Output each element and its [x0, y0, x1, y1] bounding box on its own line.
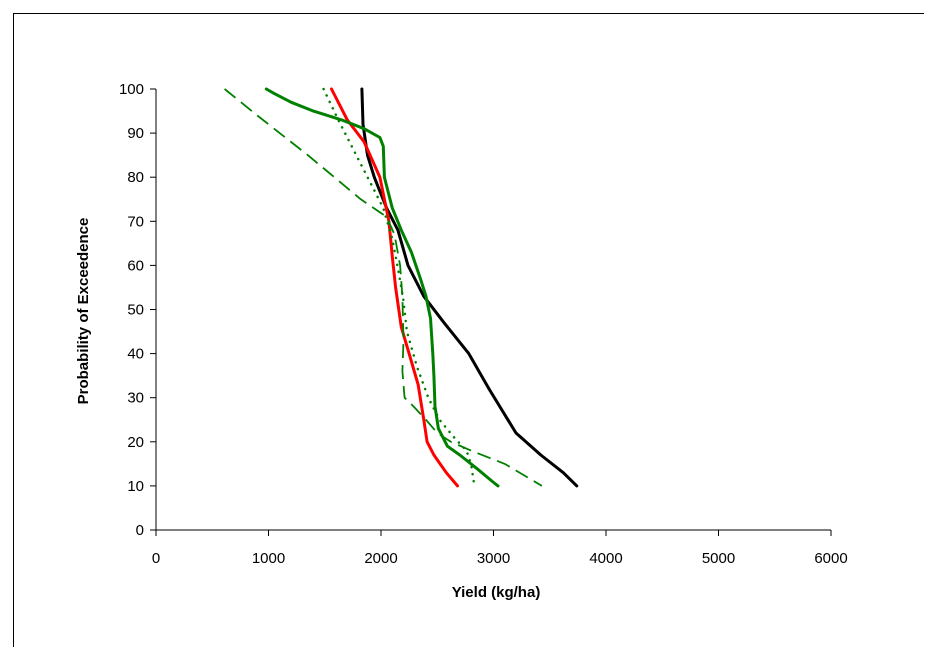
- y-tick-label: 30: [127, 390, 144, 407]
- y-tick-label: 80: [127, 169, 144, 186]
- chart-area-border: [13, 13, 924, 647]
- x-tick-label: 6000: [814, 550, 847, 567]
- y-tick-label: 0: [136, 522, 144, 539]
- series-line-5: [322, 87, 476, 488]
- series-line-2: [330, 87, 459, 488]
- x-tick-label: 0: [152, 550, 160, 567]
- x-tick-label: 3000: [477, 550, 510, 567]
- x-tick-label: 2000: [364, 550, 397, 567]
- series-line-3: [264, 87, 500, 488]
- y-tick-label: 40: [127, 346, 144, 363]
- y-tick-label: 100: [119, 81, 144, 98]
- series-layer: [224, 87, 579, 488]
- x-axis-title: Yield (kg/ha): [452, 584, 541, 601]
- labels-layer: 0 1000 2000 3000 4000 5000 6000 0 10 20 30 40 50 60 70…: [119, 81, 848, 567]
- x-tick-label: 4000: [589, 550, 622, 567]
- y-axis-title: Probability of Exceedence: [75, 218, 92, 405]
- y-tick-label: 70: [127, 213, 144, 230]
- series-line-4: [224, 88, 543, 487]
- series-line-1: [360, 87, 579, 488]
- y-tick-label: 20: [127, 434, 144, 451]
- y-tick-label: 60: [127, 257, 144, 274]
- axes-layer: [150, 88, 832, 536]
- y-tick-label: 10: [127, 478, 144, 495]
- y-tick-label: 90: [127, 125, 144, 142]
- x-tick-label: 1000: [252, 550, 285, 567]
- y-tick-label: 50: [127, 302, 144, 319]
- x-tick-label: 5000: [702, 550, 735, 567]
